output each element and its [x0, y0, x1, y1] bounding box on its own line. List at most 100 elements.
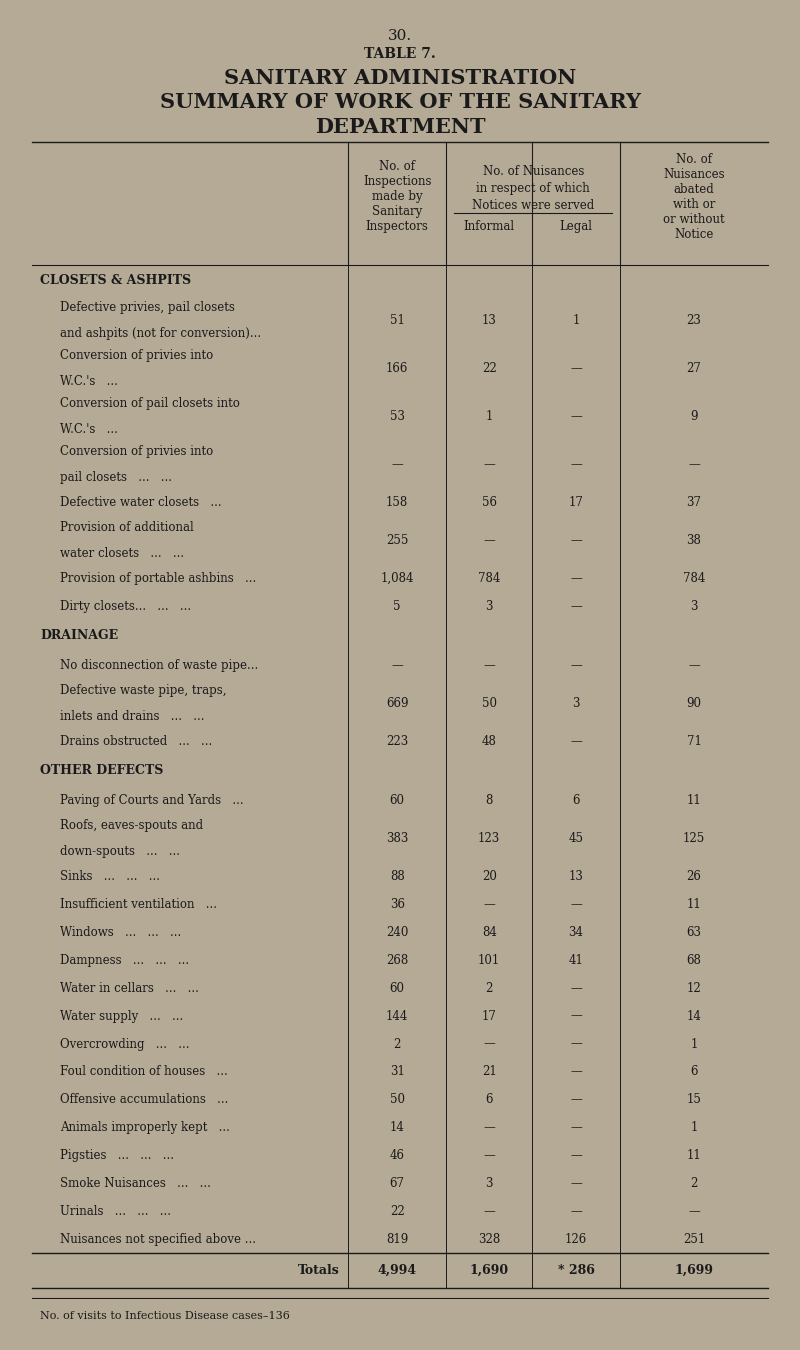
Text: No. of Nuisances: No. of Nuisances [482, 165, 584, 178]
Text: —: — [570, 1149, 582, 1162]
Text: 3: 3 [486, 1177, 493, 1191]
Text: 14: 14 [390, 1122, 405, 1134]
Text: inlets and drains   ...   ...: inlets and drains ... ... [60, 710, 205, 722]
Text: —: — [570, 533, 582, 547]
Text: 84: 84 [482, 926, 497, 938]
Text: 63: 63 [686, 926, 702, 938]
Text: down-spouts   ...   ...: down-spouts ... ... [60, 845, 180, 859]
Text: 268: 268 [386, 953, 408, 967]
Text: —: — [391, 659, 403, 672]
Text: 9: 9 [690, 410, 698, 423]
Text: 11: 11 [686, 898, 702, 911]
Text: —: — [570, 1010, 582, 1022]
Text: No. of
Nuisances
abated
with or
or without
Notice: No. of Nuisances abated with or or witho… [663, 153, 725, 240]
Text: 328: 328 [478, 1233, 500, 1246]
Text: —: — [570, 981, 582, 995]
Text: —: — [570, 1038, 582, 1050]
Text: 21: 21 [482, 1065, 497, 1079]
Text: 22: 22 [482, 362, 497, 375]
Text: Foul condition of houses   ...: Foul condition of houses ... [60, 1065, 228, 1079]
Text: —: — [483, 1206, 495, 1218]
Text: 68: 68 [686, 953, 702, 967]
Text: TABLE 7.: TABLE 7. [364, 47, 436, 61]
Text: OTHER DEFECTS: OTHER DEFECTS [40, 764, 163, 778]
Text: SUMMARY OF WORK OF THE SANITARY: SUMMARY OF WORK OF THE SANITARY [159, 92, 641, 112]
Text: 1,084: 1,084 [381, 572, 414, 585]
Text: Informal: Informal [464, 220, 514, 232]
Text: 71: 71 [686, 734, 702, 748]
Text: Notices were served: Notices were served [472, 198, 594, 212]
Text: pail closets   ...   ...: pail closets ... ... [60, 471, 172, 483]
Text: Water supply   ...   ...: Water supply ... ... [60, 1010, 183, 1022]
Text: 4,994: 4,994 [378, 1264, 417, 1277]
Text: Defective water closets   ...: Defective water closets ... [60, 495, 222, 509]
Text: 784: 784 [478, 572, 500, 585]
Text: in respect of which: in respect of which [476, 182, 590, 194]
Text: —: — [688, 659, 700, 672]
Text: —: — [688, 458, 700, 471]
Text: 12: 12 [686, 981, 702, 995]
Text: 17: 17 [569, 495, 583, 509]
Text: Windows   ...   ...   ...: Windows ... ... ... [60, 926, 182, 938]
Text: 56: 56 [482, 495, 497, 509]
Text: CLOSETS & ASHPITS: CLOSETS & ASHPITS [40, 274, 191, 288]
Text: —: — [688, 1206, 700, 1218]
Text: 2: 2 [690, 1177, 698, 1191]
Text: Totals: Totals [298, 1264, 340, 1277]
Text: —: — [570, 1094, 582, 1107]
Text: 31: 31 [390, 1065, 405, 1079]
Text: 6: 6 [690, 1065, 698, 1079]
Text: 8: 8 [486, 794, 493, 807]
Text: Sinks   ...   ...   ...: Sinks ... ... ... [60, 869, 160, 883]
Text: 1: 1 [486, 410, 493, 423]
Text: 1,699: 1,699 [674, 1264, 714, 1277]
Text: —: — [570, 1122, 582, 1134]
Text: W.C.'s   ...: W.C.'s ... [60, 423, 118, 436]
Text: 60: 60 [390, 981, 405, 995]
Text: * 286: * 286 [558, 1264, 594, 1277]
Text: 6: 6 [572, 794, 580, 807]
Text: Dirty closets...   ...   ...: Dirty closets... ... ... [60, 599, 191, 613]
Text: 3: 3 [572, 697, 580, 710]
Text: 255: 255 [386, 533, 408, 547]
Text: 14: 14 [686, 1010, 702, 1022]
Text: Provision of portable ashbins   ...: Provision of portable ashbins ... [60, 572, 256, 585]
Text: No. of visits to Infectious Disease cases–136: No. of visits to Infectious Disease case… [40, 1311, 290, 1322]
Text: —: — [483, 1038, 495, 1050]
Text: 123: 123 [478, 832, 500, 845]
Text: Conversion of pail closets into: Conversion of pail closets into [60, 397, 240, 410]
Text: 13: 13 [569, 869, 583, 883]
Text: —: — [570, 362, 582, 375]
Text: —: — [483, 898, 495, 911]
Text: 37: 37 [686, 495, 702, 509]
Text: —: — [570, 659, 582, 672]
Text: Animals improperly kept   ...: Animals improperly kept ... [60, 1122, 230, 1134]
Text: —: — [570, 734, 582, 748]
Text: 1,690: 1,690 [470, 1264, 509, 1277]
Text: No disconnection of waste pipe...: No disconnection of waste pipe... [60, 659, 258, 672]
Text: 23: 23 [686, 313, 702, 327]
Text: 20: 20 [482, 869, 497, 883]
Text: 50: 50 [390, 1094, 405, 1107]
Text: 48: 48 [482, 734, 497, 748]
Text: 158: 158 [386, 495, 408, 509]
Text: 101: 101 [478, 953, 500, 967]
Text: SANITARY ADMINISTRATION: SANITARY ADMINISTRATION [224, 68, 576, 88]
Text: 88: 88 [390, 869, 405, 883]
Text: 223: 223 [386, 734, 408, 748]
Text: —: — [483, 659, 495, 672]
Text: 60: 60 [390, 794, 405, 807]
Text: 3: 3 [486, 599, 493, 613]
Text: Offensive accumulations   ...: Offensive accumulations ... [60, 1094, 228, 1107]
Text: —: — [483, 1122, 495, 1134]
Text: —: — [570, 898, 582, 911]
Text: 22: 22 [390, 1206, 405, 1218]
Text: —: — [391, 458, 403, 471]
Text: DEPARTMENT: DEPARTMENT [314, 117, 486, 136]
Text: 51: 51 [390, 313, 405, 327]
Text: 819: 819 [386, 1233, 408, 1246]
Text: 90: 90 [686, 697, 702, 710]
Text: 53: 53 [390, 410, 405, 423]
Text: —: — [570, 1206, 582, 1218]
Text: 383: 383 [386, 832, 408, 845]
